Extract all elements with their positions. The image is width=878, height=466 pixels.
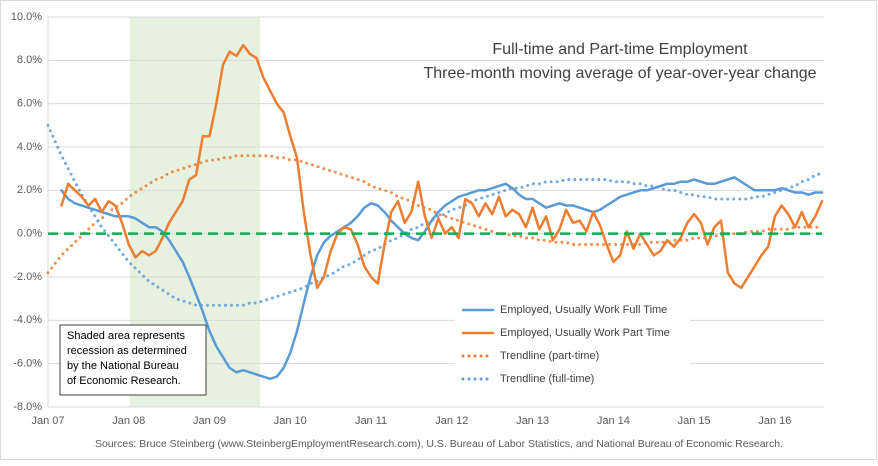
legend-label: Employed, Usually Work Part Time <box>500 327 670 339</box>
y-tick-label: 8.0% <box>17 54 42 66</box>
x-tick-label: Jan 13 <box>516 415 549 427</box>
legend-label: Employed, Usually Work Full Time <box>500 304 667 316</box>
x-tick-label: Jan 16 <box>758 415 791 427</box>
x-tick-label: Jan 10 <box>274 415 307 427</box>
y-tick-label: 6.0% <box>17 98 42 110</box>
y-tick-label: -6.0% <box>13 358 42 370</box>
series-line <box>60 43 824 290</box>
legend-label: Trendline (full-time) <box>500 373 594 385</box>
chart-title: Full-time and Part-time Employment <box>492 41 748 58</box>
y-tick-label: -2.0% <box>13 271 42 283</box>
x-tick-label: Jan 08 <box>112 415 145 427</box>
y-tick-label: 2.0% <box>17 184 42 196</box>
y-tick-label: 0.0% <box>17 228 42 240</box>
x-tick-label: Jan 09 <box>193 415 226 427</box>
x-tick-label: Jan 11 <box>355 415 387 427</box>
y-tick-label: 4.0% <box>17 141 42 153</box>
annotation-box <box>59 324 207 396</box>
chart-subtitle: Three-month moving average of year-over-… <box>423 65 816 82</box>
lines <box>46 43 824 381</box>
legend-label: Trendline (part-time) <box>500 350 599 362</box>
grid: -8.0% -6.0% -4.0% -2.0% 0.0% 2.0% 4.0% 6.0% 8.0%… <box>11 11 824 427</box>
annotation-line: by the National Bureau <box>67 360 179 372</box>
trendline <box>46 123 824 307</box>
trendline <box>46 154 824 275</box>
x-tick-label: Jan 14 <box>597 415 630 427</box>
annotation-line: of Economic Research. <box>67 375 181 387</box>
series-line <box>60 176 824 381</box>
annotation-line: recession as determined <box>67 345 187 357</box>
annotation: Shaded area represents recession as deter… <box>67 330 187 387</box>
source: Sources: Bruce Steinberg (www.SteinbergE… <box>95 438 783 450</box>
y-tick-label: 10.0% <box>11 11 42 23</box>
x-tick-label: Jan 15 <box>678 415 711 427</box>
x-tick-label: Jan 12 <box>435 415 468 427</box>
legend <box>455 296 690 392</box>
annotation-line: Shaded area represents <box>67 330 186 342</box>
legend-entries: Employed, Usually Work Full Time Employed… <box>461 304 670 385</box>
x-tick-label: Jan 07 <box>31 415 64 427</box>
y-tick-label: -4.0% <box>13 314 42 326</box>
y-tick-label: -8.0% <box>13 401 42 413</box>
